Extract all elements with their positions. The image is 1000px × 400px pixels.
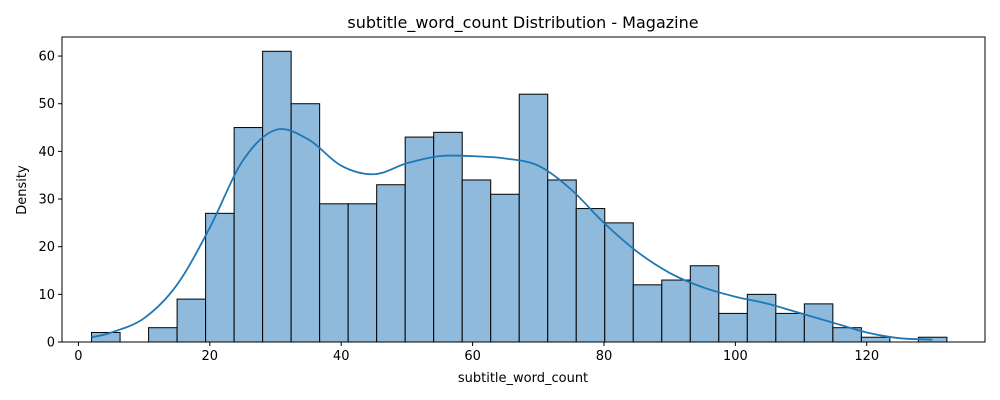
- y-tick-label: 10: [38, 288, 55, 303]
- histogram-bar: [290, 103, 321, 343]
- y-tick-label: 0: [47, 336, 55, 351]
- histogram-bar: [803, 303, 834, 343]
- histogram-bar: [433, 131, 463, 343]
- chart-title: subtitle_word_count Distribution - Magaz…: [347, 13, 698, 33]
- kde-curve: [91, 128, 933, 341]
- y-tick-label: 50: [38, 97, 55, 112]
- histogram-bar: [547, 179, 577, 343]
- histogram-bar: [376, 184, 406, 343]
- histogram-bar: [404, 136, 435, 343]
- y-tick-label: 30: [38, 193, 55, 208]
- x-tick-label: 100: [723, 349, 748, 364]
- x-tick-label: 60: [464, 349, 481, 364]
- y-tick-label: 60: [38, 50, 55, 65]
- x-tick-label: 120: [854, 349, 879, 364]
- histogram-bar: [347, 203, 378, 343]
- histogram-bar: [148, 327, 178, 343]
- plot-area: [61, 36, 986, 343]
- histogram-bar: [689, 265, 720, 343]
- histogram-bar: [461, 179, 492, 343]
- histogram-bars: [91, 50, 948, 343]
- histogram-bar: [262, 50, 292, 343]
- histogram-bar: [632, 284, 663, 343]
- histogram-bar: [176, 298, 207, 343]
- histogram-bar: [575, 208, 606, 343]
- histogram-bar: [860, 336, 891, 343]
- histogram-bar: [205, 212, 235, 343]
- histogram-bar: [775, 312, 805, 343]
- histogram-bar: [490, 193, 520, 343]
- x-tick-label: 40: [333, 349, 350, 364]
- x-axis: 0 20 40 60 80 100 120: [74, 342, 879, 364]
- x-tick-label: 20: [202, 349, 219, 364]
- y-axis-label: Density: [15, 165, 30, 215]
- x-tick-label: 0: [74, 349, 82, 364]
- histogram-bar: [604, 222, 634, 343]
- histogram-bar: [233, 127, 264, 343]
- plot-frame: [61, 36, 986, 343]
- y-axis: 0 10 20 30 40 50 60: [38, 50, 62, 351]
- x-tick-label: 80: [596, 349, 613, 364]
- histogram-bar: [518, 93, 549, 343]
- histogram-bar: [718, 312, 748, 343]
- y-tick-label: 40: [38, 145, 55, 160]
- histogram-bar: [319, 203, 349, 343]
- histogram-bar: [661, 279, 691, 343]
- x-axis-label: subtitle_word_count: [458, 371, 588, 386]
- y-tick-label: 20: [38, 240, 55, 255]
